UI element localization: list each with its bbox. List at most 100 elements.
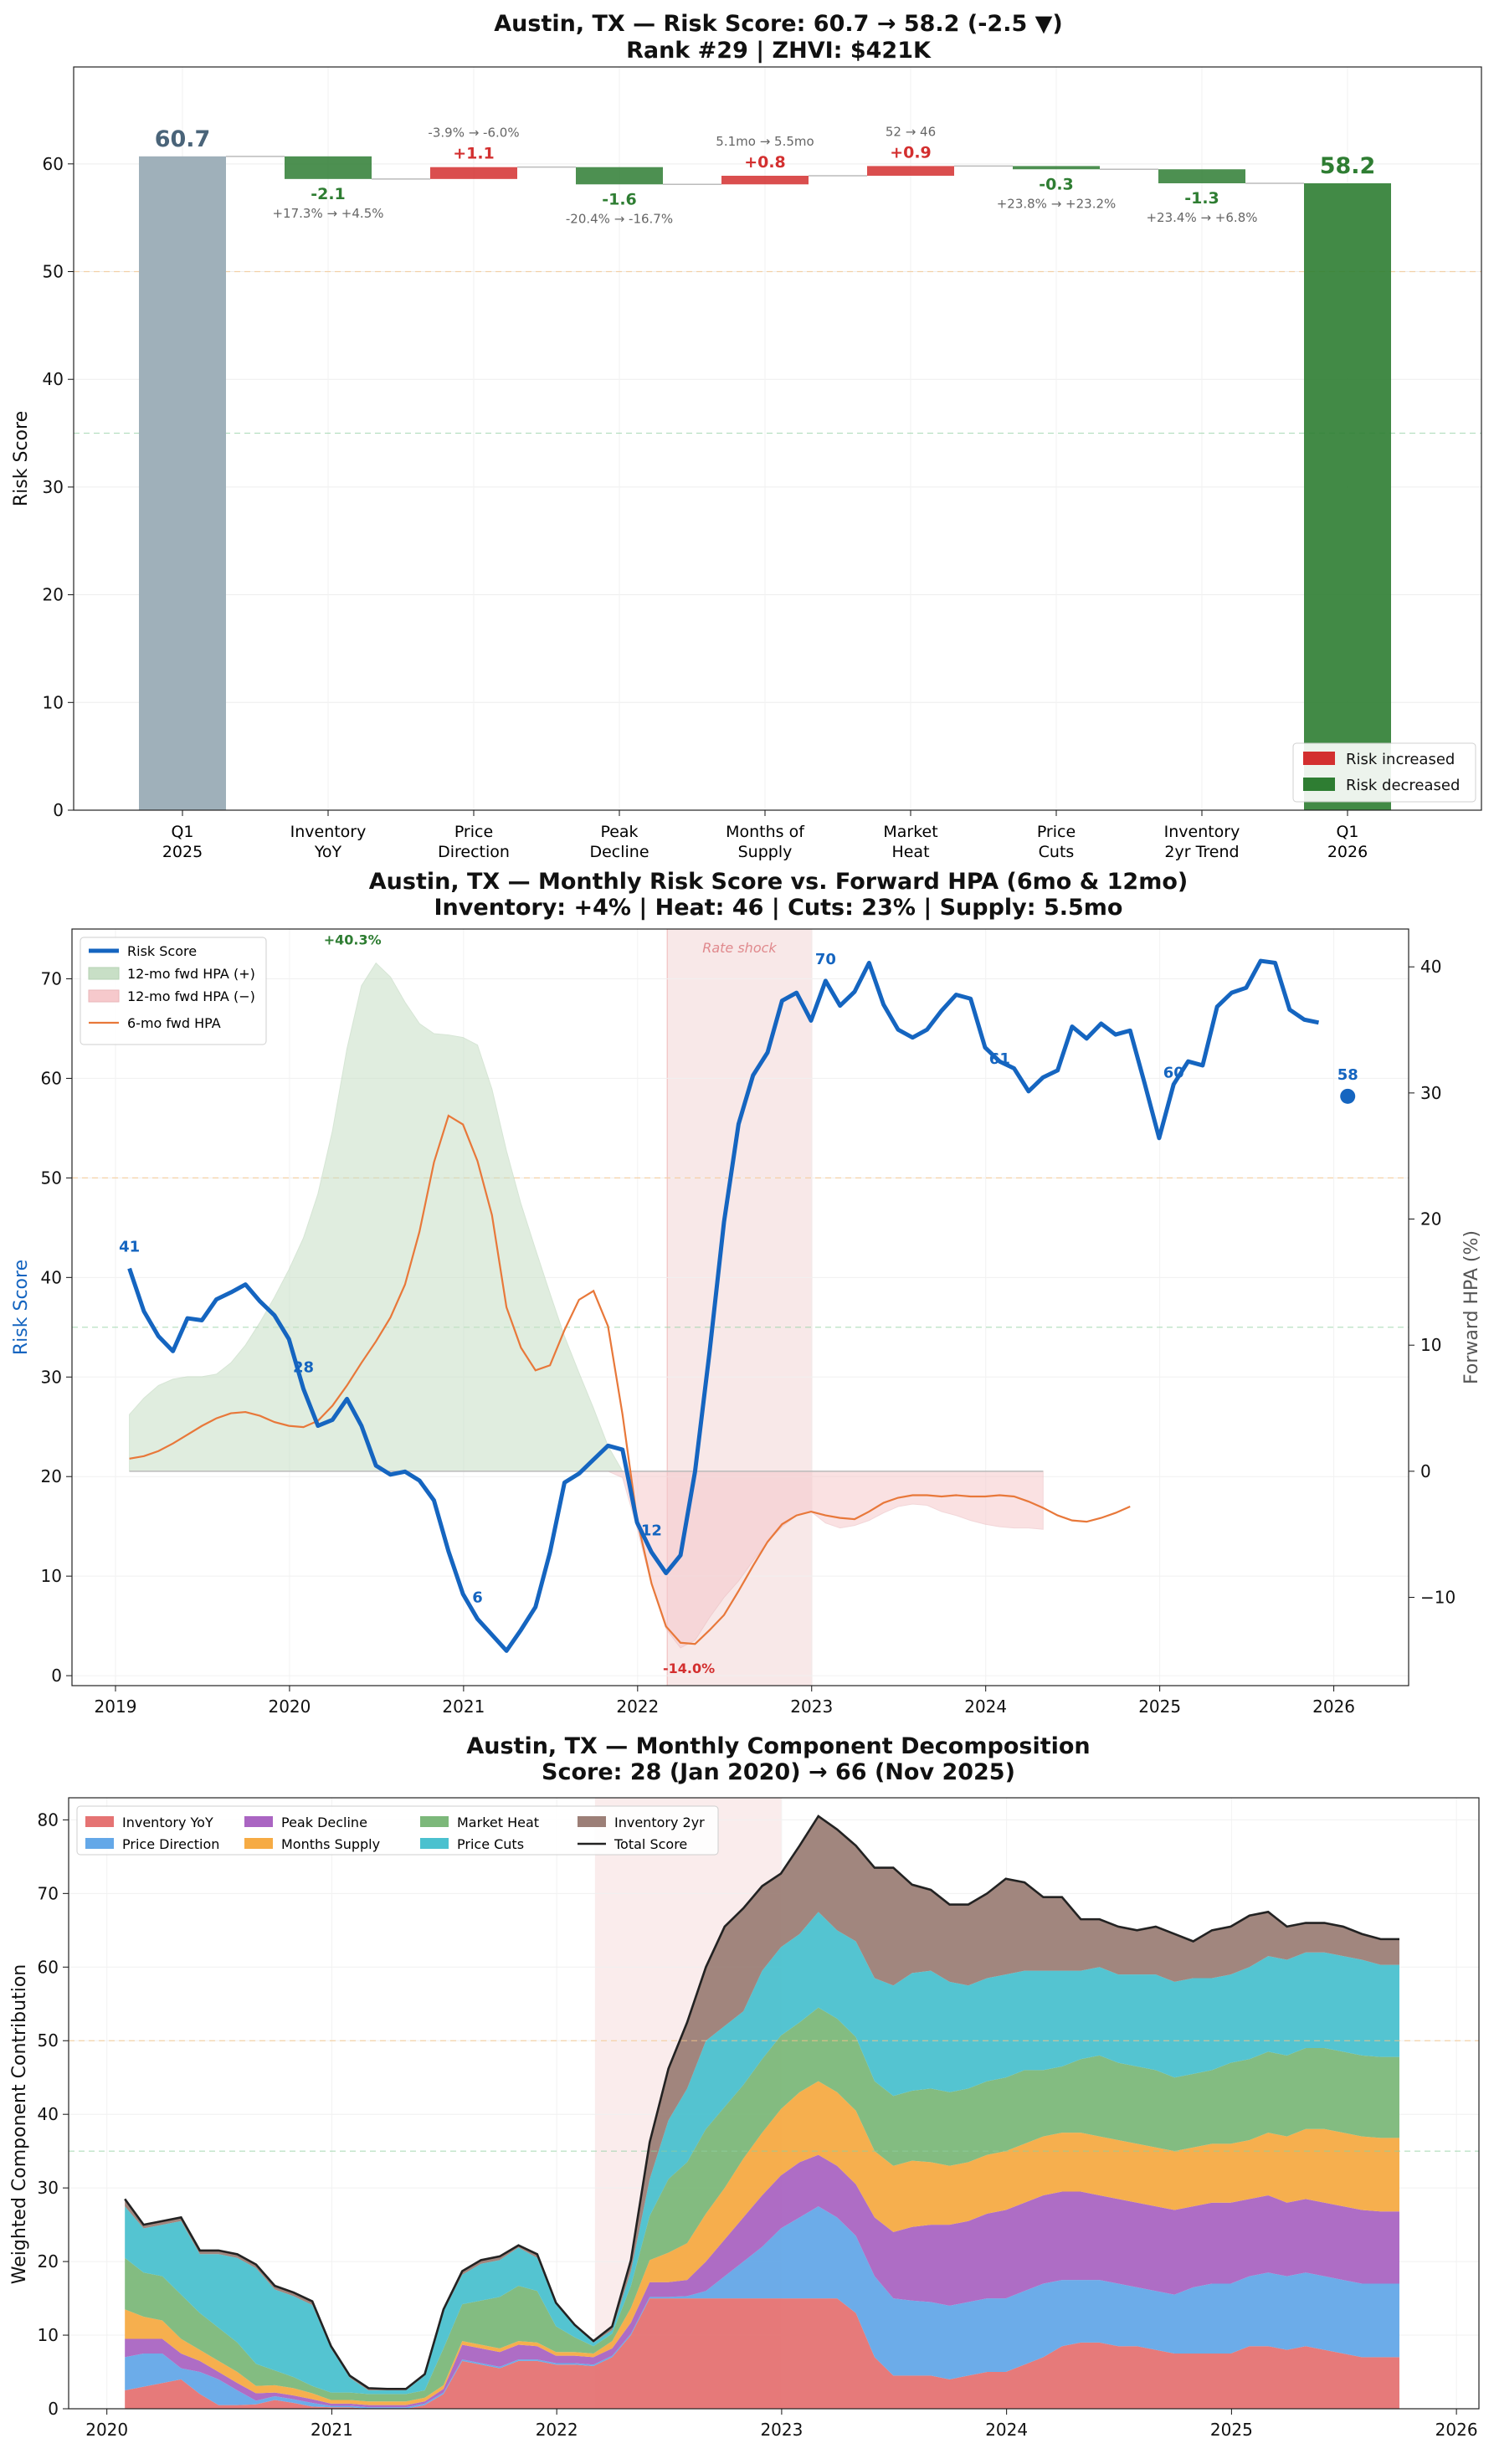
x-tick-label: Price bbox=[1037, 823, 1076, 841]
y-tick-label-left: 30 bbox=[41, 1367, 62, 1387]
x-tick-label: Heat bbox=[891, 843, 929, 861]
legend-swatch bbox=[85, 1838, 114, 1849]
y-tick-label: 50 bbox=[38, 2030, 59, 2051]
legend-label-hpa12-neg: 12-mo fwd HPA (−) bbox=[127, 988, 255, 1004]
legend-swatch bbox=[420, 1816, 449, 1827]
x-tick-label: Price bbox=[454, 823, 493, 841]
y-tick-label: 60 bbox=[38, 1957, 59, 1977]
y-tick-label-left: 10 bbox=[41, 1566, 62, 1586]
x-tick-label: 2022 bbox=[536, 2420, 578, 2440]
y-tick-label-right: 30 bbox=[1420, 1083, 1441, 1103]
y-tick-label: 10 bbox=[38, 2325, 59, 2345]
x-tick-label: 2021 bbox=[442, 1697, 485, 1717]
waterfall-title-line2: Rank #29 | ZHVI: $421K bbox=[626, 38, 932, 64]
waterfall-note-label: +23.8% → +23.2% bbox=[997, 196, 1117, 211]
legend-swatch-hpa12-pos bbox=[88, 967, 120, 980]
risk-score-data-label: 58 bbox=[1337, 1066, 1358, 1084]
waterfall-note-label: 5.1mo → 5.5mo bbox=[716, 134, 814, 149]
waterfall-total-label: 58.2 bbox=[1320, 153, 1376, 179]
legend-box bbox=[80, 937, 267, 1045]
x-tick-label: 2022 bbox=[616, 1697, 659, 1717]
y-tick-label-left: 70 bbox=[41, 968, 62, 988]
risk-score-data-label: 61 bbox=[989, 1050, 1010, 1068]
waterfall-title-line1: Austin, TX — Risk Score: 60.7 → 58.2 (-2… bbox=[494, 11, 1063, 37]
y-tick-label: 60 bbox=[43, 154, 64, 174]
x-tick-label: Inventory bbox=[1164, 823, 1240, 841]
y-tick-label: 0 bbox=[53, 800, 64, 820]
waterfall-chart-panel: Austin, TX — Risk Score: 60.7 → 58.2 (-2… bbox=[0, 0, 1494, 862]
waterfall-delta-bar bbox=[576, 167, 663, 185]
legend-swatch bbox=[244, 1816, 273, 1827]
legend-label: Inventory 2yr bbox=[614, 1815, 705, 1830]
waterfall-note-label: +23.4% → +6.8% bbox=[1146, 210, 1257, 225]
risk-score-data-label: 28 bbox=[293, 1359, 314, 1377]
total-score-line bbox=[124, 1815, 1399, 2390]
waterfall-plot-frame bbox=[73, 66, 1482, 811]
component-decomposition-chart: Austin, TX — Monthly Component Decomposi… bbox=[9, 1733, 1480, 2440]
y-tick-label: 50 bbox=[43, 262, 64, 282]
stacked-area-peak-decline bbox=[125, 2154, 1399, 2408]
risk-hpa-plot-frame bbox=[71, 928, 1409, 1686]
waterfall-delta-label: +0.8 bbox=[744, 153, 786, 172]
y-tick-label: 0 bbox=[48, 2399, 59, 2419]
waterfall-total-bar bbox=[1304, 182, 1391, 810]
y-tick-label: 30 bbox=[43, 477, 64, 497]
waterfall-delta-bar bbox=[721, 175, 809, 185]
waterfall-delta-label: +0.9 bbox=[890, 143, 932, 162]
x-tick-label: Q1 bbox=[171, 823, 193, 841]
x-tick-label: YoY bbox=[314, 843, 342, 861]
decomposition-y-axis-label: Weighted Component Contribution bbox=[9, 1964, 30, 2284]
legend-box bbox=[76, 1805, 719, 1856]
legend-swatch-decrease bbox=[1303, 778, 1335, 791]
legend-swatch bbox=[578, 1816, 606, 1827]
y-tick-label: 40 bbox=[43, 369, 64, 389]
x-tick-label: Cuts bbox=[1039, 843, 1075, 861]
waterfall-delta-bar bbox=[867, 166, 954, 176]
risk-score-data-label: 60 bbox=[1163, 1064, 1184, 1081]
x-tick-label: 2026 bbox=[1312, 1697, 1355, 1717]
y-tick-label: 30 bbox=[38, 2178, 59, 2198]
waterfall-total-bar bbox=[139, 156, 226, 811]
legend-label-hpa12-pos: 12-mo fwd HPA (+) bbox=[127, 966, 255, 982]
waterfall-delta-label: -0.3 bbox=[1039, 175, 1074, 193]
hpa12-min-label: -14.0% bbox=[663, 1661, 715, 1676]
risk-score-data-label: 41 bbox=[119, 1239, 140, 1256]
waterfall-chart: Austin, TX — Risk Score: 60.7 → 58.2 (-2… bbox=[11, 11, 1482, 861]
legend-label-risk: Risk Score bbox=[127, 943, 197, 959]
waterfall-delta-label: -1.3 bbox=[1184, 189, 1219, 208]
legend-label: Price Direction bbox=[122, 1836, 219, 1852]
risk-score-data-label: 6 bbox=[472, 1589, 483, 1606]
legend-swatch-increase bbox=[1303, 752, 1335, 765]
legend-label: Months Supply bbox=[281, 1836, 380, 1852]
risk-score-axis-label: Risk Score bbox=[11, 1260, 32, 1355]
waterfall-delta-bar bbox=[1158, 169, 1245, 183]
x-tick-label: 2025 bbox=[162, 843, 203, 861]
y-tick-label-left: 0 bbox=[51, 1666, 62, 1686]
x-tick-label: 2021 bbox=[311, 2420, 353, 2440]
component-decomposition-panel: Austin, TX — Monthly Component Decomposi… bbox=[0, 1724, 1494, 2464]
stacked-area-price-cuts bbox=[125, 1912, 1399, 2395]
y-tick-label-left: 20 bbox=[41, 1466, 62, 1486]
stacked-area-inventory-2yr bbox=[125, 1815, 1399, 2391]
x-tick-label: 2026 bbox=[1327, 843, 1368, 861]
x-tick-label: 2025 bbox=[1210, 2420, 1253, 2440]
y-tick-label: 80 bbox=[38, 1810, 59, 1830]
waterfall-delta-bar bbox=[1013, 166, 1100, 170]
x-tick-label: 2019 bbox=[95, 1697, 137, 1717]
decomposition-plot-frame bbox=[68, 1797, 1480, 2410]
legend-label: Market Heat bbox=[457, 1815, 539, 1830]
x-tick-label: 2024 bbox=[985, 2420, 1028, 2440]
legend-label: Price Cuts bbox=[457, 1836, 524, 1852]
y-tick-label-right: 10 bbox=[1420, 1335, 1441, 1355]
legend-box bbox=[1292, 742, 1476, 803]
waterfall-legend: Risk increased Risk decreased bbox=[1292, 742, 1476, 803]
y-tick-label-right: 40 bbox=[1420, 957, 1441, 977]
y-tick-label-right: 20 bbox=[1420, 1209, 1441, 1229]
x-tick-label: 2yr Trend bbox=[1164, 843, 1239, 861]
x-tick-label: Market bbox=[883, 823, 937, 841]
waterfall-y-axis-label: Risk Score bbox=[11, 411, 32, 506]
x-tick-label: 2023 bbox=[790, 1697, 833, 1717]
decomposition-title-line2: Score: 28 (Jan 2020) → 66 (Nov 2025) bbox=[542, 1759, 1015, 1785]
x-tick-label: Inventory bbox=[290, 823, 367, 841]
x-tick-label: Direction bbox=[438, 843, 510, 861]
